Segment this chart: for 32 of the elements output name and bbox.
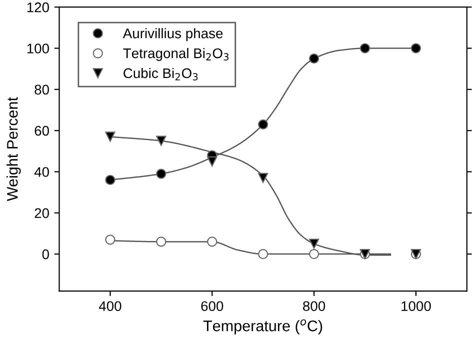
point [308,248,320,260]
point [105,174,116,186]
y-tick-label: 20 [34,208,49,218]
point [410,43,422,54]
y-axis-title: Weight Percent [6,97,21,202]
legend-label: Cubic Bi$_{2}$O$_{3}$ [124,68,198,80]
x-tick-label: 600 [201,301,224,312]
point [156,168,166,179]
point [360,43,370,54]
x-tick-label: 1000 [402,301,431,312]
point [156,136,166,146]
legend-label: Aurivillius phase [122,28,223,42]
point [105,132,116,142]
point [207,156,218,167]
point [207,236,218,247]
point [258,119,268,130]
x-tick-label: 400 [98,301,122,312]
y-tick-label: 40 [34,167,49,177]
point [258,248,268,260]
y-tick-label: 60 [34,126,49,136]
y-tick-label: 0 [42,249,49,260]
point [308,53,320,64]
point [105,234,116,245]
x-tick-label: 800 [303,301,326,312]
point [308,238,320,249]
point [258,172,268,183]
legend-label: Tetragonal Bi$_{2}$O$_{3}$ [123,48,229,61]
y-tick-label: 120 [27,2,49,12]
x-axis-title: Temperature ($^{o}$C) [203,319,322,334]
point [156,236,166,247]
y-tick-label: 100 [27,44,49,54]
y-tick-label: 80 [34,84,49,95]
